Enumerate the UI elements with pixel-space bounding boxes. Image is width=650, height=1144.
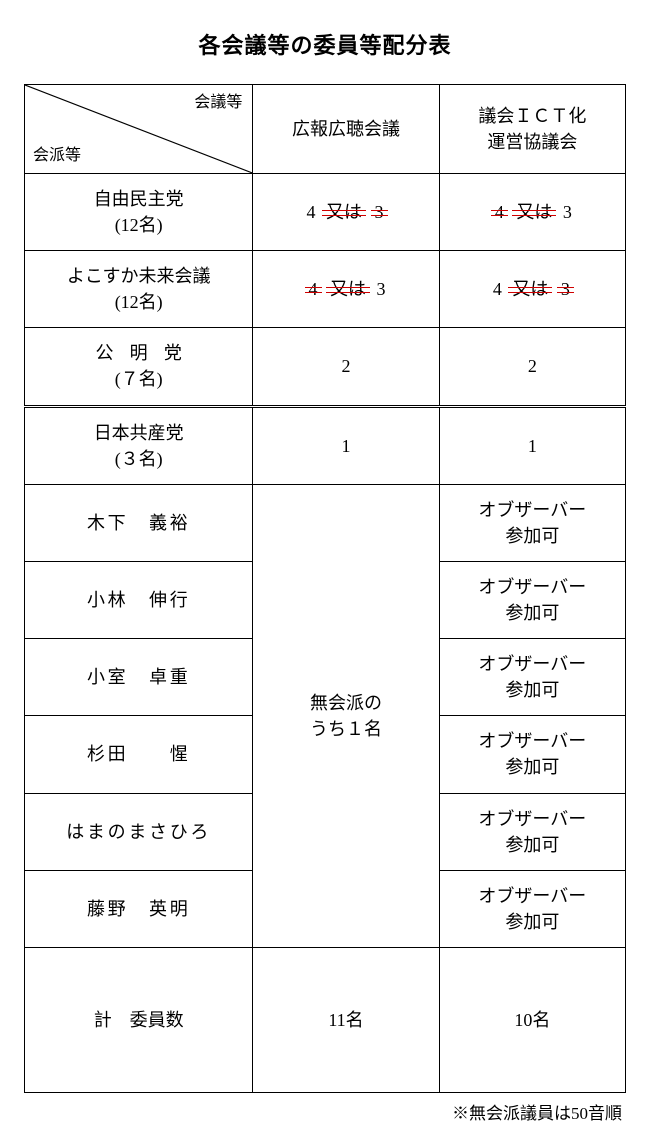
val-primary: 4 <box>307 202 316 222</box>
independent-name: 小林 伸行 <box>25 561 253 638</box>
independent-col-b: オブザーバー 参加可 <box>439 484 625 561</box>
party-sub: (３名) <box>31 446 246 472</box>
val-alt: 3 <box>377 279 386 299</box>
party-row: 自由民主党 (12名) 4 又は 3 4 又は 3 <box>25 174 626 251</box>
party-sub: (７名) <box>31 366 246 392</box>
val-sep: 又は <box>514 199 554 225</box>
party-col-b: 1 <box>439 406 625 484</box>
val-primary: 4 <box>493 279 502 299</box>
totals-a: 11名 <box>253 947 439 1092</box>
party-sub: (12名) <box>31 212 246 238</box>
party-col-a: 4 又は 3 <box>253 251 439 328</box>
party-name: 自由民主党 <box>31 186 246 212</box>
observer-line1: オブザーバー <box>446 806 619 832</box>
val-alt: 3 <box>373 199 386 225</box>
totals-row: 計 委員数 11名 10名 <box>25 947 626 1092</box>
diagonal-header-cell: 会議等 会派等 <box>25 85 253 174</box>
party-name: 日本共産党 <box>31 420 246 446</box>
col-a-header-line1: 広報広聴会議 <box>292 119 400 139</box>
footnote: ※無会派議員は50音順 <box>24 1099 622 1124</box>
independent-name: 木下 義裕 <box>25 484 253 561</box>
col-b-header-line2: 運営協議会 <box>446 129 619 155</box>
independent-col-b: オブザーバー 参加可 <box>439 793 625 870</box>
party-cell: 日本共産党 (３名) <box>25 406 253 484</box>
allocation-table: 会議等 会派等 広報広聴会議 議会ＩＣＴ化 運営協議会 自由民主党 (12名) … <box>24 84 626 1093</box>
party-row: 日本共産党 (３名) 1 1 <box>25 406 626 484</box>
party-name: よこすか未来会議 <box>31 263 246 289</box>
observer-line2: 参加可 <box>446 832 619 858</box>
party-name: 公明党 <box>31 340 246 366</box>
totals-label: 計 委員数 <box>25 947 253 1092</box>
independent-col-b: オブザーバー 参加可 <box>439 639 625 716</box>
header-top-label: 会議等 <box>194 91 242 114</box>
party-cell: よこすか未来会議 (12名) <box>25 251 253 328</box>
observer-line1: オブザーバー <box>446 728 619 754</box>
col-b-header: 議会ＩＣＴ化 運営協議会 <box>439 85 625 174</box>
independent-col-b: オブザーバー 参加可 <box>439 561 625 638</box>
page-title: 各会議等の委員等配分表 <box>24 28 626 60</box>
party-row: 公明党 (７名) 2 2 <box>25 328 626 406</box>
merged-a-line2: うち１名 <box>259 716 432 742</box>
party-cell: 公明党 (７名) <box>25 328 253 406</box>
val-primary: 4 <box>307 276 320 302</box>
totals-b: 10名 <box>439 947 625 1092</box>
observer-line2: 参加可 <box>446 677 619 703</box>
party-col-b: 2 <box>439 328 625 406</box>
observer-line2: 参加可 <box>446 600 619 626</box>
col-b-header-line1: 議会ＩＣＴ化 <box>446 103 619 129</box>
val-sep: 又は <box>328 276 368 302</box>
observer-line2: 参加可 <box>446 523 619 549</box>
val-sep: 又は <box>324 199 364 225</box>
independent-name: 藤野 英明 <box>25 870 253 947</box>
party-col-a: 4 又は 3 <box>253 174 439 251</box>
party-col-a: 2 <box>253 328 439 406</box>
party-col-b: 4 又は 3 <box>439 251 625 328</box>
independent-row: 木下 義裕 無会派の うち１名 オブザーバー 参加可 <box>25 484 626 561</box>
independent-col-b: オブザーバー 参加可 <box>439 716 625 793</box>
independent-col-b: オブザーバー 参加可 <box>439 870 625 947</box>
val-sep: 又は <box>510 276 550 302</box>
val-alt: 3 <box>563 202 572 222</box>
val-primary: 4 <box>493 199 506 225</box>
observer-line2: 参加可 <box>446 909 619 935</box>
header-bottom-label: 会派等 <box>33 144 81 167</box>
observer-line1: オブザーバー <box>446 497 619 523</box>
observer-line1: オブザーバー <box>446 574 619 600</box>
independent-name: はまのまさひろ <box>25 793 253 870</box>
observer-line1: オブザーバー <box>446 883 619 909</box>
col-a-header: 広報広聴会議 <box>253 85 439 174</box>
observer-line1: オブザーバー <box>446 651 619 677</box>
val-alt: 3 <box>559 276 572 302</box>
table-header-row: 会議等 会派等 広報広聴会議 議会ＩＣＴ化 運営協議会 <box>25 85 626 174</box>
party-col-a: 1 <box>253 406 439 484</box>
observer-line2: 参加可 <box>446 754 619 780</box>
merged-a-line1: 無会派の <box>259 690 432 716</box>
party-sub: (12名) <box>31 289 246 315</box>
independent-name: 小室 卓重 <box>25 639 253 716</box>
independents-merged-a: 無会派の うち１名 <box>253 484 439 947</box>
independent-name: 杉田 惺 <box>25 716 253 793</box>
party-row: よこすか未来会議 (12名) 4 又は 3 4 又は 3 <box>25 251 626 328</box>
party-cell: 自由民主党 (12名) <box>25 174 253 251</box>
party-col-b: 4 又は 3 <box>439 174 625 251</box>
